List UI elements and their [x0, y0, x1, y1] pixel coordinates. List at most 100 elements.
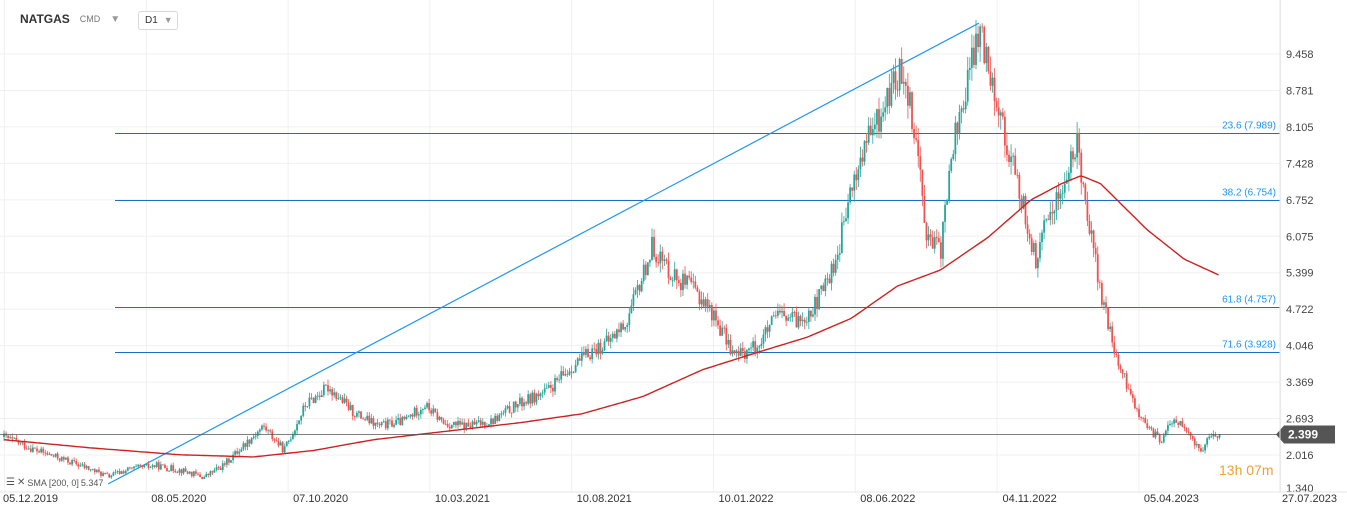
candle-body: [446, 424, 449, 427]
menu-icon[interactable]: ☰: [6, 477, 15, 488]
candle-body: [65, 457, 67, 460]
candle-body: [715, 310, 717, 321]
candle-body: [964, 101, 967, 110]
y-tick-label: 6.752: [1286, 195, 1314, 207]
candle-body: [737, 350, 740, 356]
candle-body: [954, 122, 957, 155]
candle-body: [752, 341, 755, 348]
candle-body: [746, 350, 748, 359]
candle-body: [616, 329, 618, 339]
candle-body: [894, 71, 897, 90]
candle-body: [46, 452, 49, 455]
candle-body: [362, 418, 364, 420]
candle-body: [748, 348, 750, 351]
x-tick-label: 27.07.2023: [1282, 493, 1337, 505]
candle-body: [832, 263, 835, 273]
candle-body: [876, 109, 878, 125]
candle-body: [682, 273, 684, 291]
candle-body: [172, 465, 175, 471]
candle-body: [622, 323, 625, 330]
candle-body: [758, 346, 761, 348]
candle-body: [106, 473, 109, 475]
candle-body: [1074, 157, 1076, 160]
candle-body: [1070, 151, 1072, 173]
timeframe-select[interactable]: D1 ▼: [138, 11, 178, 30]
candle-body: [232, 454, 234, 461]
sma-label: SMA [200, 0]: [27, 477, 79, 488]
candle-body: [1022, 195, 1025, 209]
y-tick-label: 5.399: [1286, 268, 1314, 280]
candle-body: [863, 141, 866, 162]
candle-body: [508, 406, 511, 413]
candle-body: [686, 275, 688, 285]
candle-body: [211, 471, 214, 473]
candle-body: [760, 343, 763, 347]
candle-body: [73, 460, 76, 462]
candle-body: [793, 312, 796, 313]
candle-body: [292, 434, 294, 440]
candle-body: [929, 234, 932, 238]
candle-body: [347, 402, 350, 410]
candle-body: [708, 304, 711, 307]
candle-body: [1119, 365, 1122, 370]
candle-body: [723, 327, 726, 329]
candle-body: [415, 407, 418, 416]
instrument-header[interactable]: NATGAS CMD ▼: [20, 12, 120, 26]
candle-body: [93, 468, 96, 473]
candle-body: [42, 448, 45, 453]
candle-body: [527, 394, 530, 404]
candle-body: [820, 285, 823, 290]
candle-body: [3, 433, 5, 438]
candle-body: [1121, 369, 1124, 374]
candle-body: [766, 327, 769, 332]
candle-body: [706, 299, 709, 307]
candle-body: [595, 349, 598, 355]
candle-body: [818, 289, 821, 309]
candle-body: [828, 278, 831, 284]
candle-body: [843, 221, 845, 223]
candle-body: [380, 422, 383, 426]
candle-body: [281, 442, 284, 453]
candle-body: [461, 422, 464, 425]
candle-body: [244, 443, 247, 447]
candle-body: [325, 384, 327, 386]
candle-body: [624, 326, 627, 330]
candle-body: [306, 406, 309, 408]
candle-body: [258, 429, 261, 432]
candle-body: [657, 262, 660, 264]
candle-body: [1167, 425, 1169, 431]
candle-body: [783, 310, 785, 317]
chevron-down-icon[interactable]: ▼: [110, 13, 121, 25]
candle-body: [168, 470, 170, 472]
candle-body: [838, 253, 841, 255]
candle-body: [399, 417, 402, 425]
candle-body: [207, 473, 210, 476]
candle-body: [1210, 436, 1213, 438]
candle-body: [1164, 430, 1167, 436]
candle-body: [531, 392, 534, 404]
candle-body: [721, 327, 724, 336]
trendline-layer: [107, 22, 980, 485]
candle-body: [1067, 172, 1070, 180]
candle-body: [221, 463, 224, 470]
candle-body: [840, 222, 843, 254]
candle-body: [772, 315, 775, 317]
candle-body: [688, 275, 691, 278]
candle-body: [393, 424, 395, 427]
candle-body: [576, 358, 579, 366]
candle-body: [75, 461, 78, 465]
candle-body: [1142, 418, 1145, 419]
x-tick-label: 05.04.2023: [1144, 493, 1199, 505]
candle-body: [717, 320, 719, 326]
candle-body: [252, 436, 255, 439]
candle-body: [1057, 192, 1060, 199]
fib-label: 38.2 (6.754): [1222, 188, 1276, 199]
candle-body: [479, 420, 482, 425]
close-icon[interactable]: ✕: [16, 477, 26, 488]
countdown-h-unit: h: [1234, 462, 1243, 478]
candle-body: [931, 237, 934, 249]
candle-body: [265, 426, 267, 431]
candle-body: [896, 89, 899, 91]
